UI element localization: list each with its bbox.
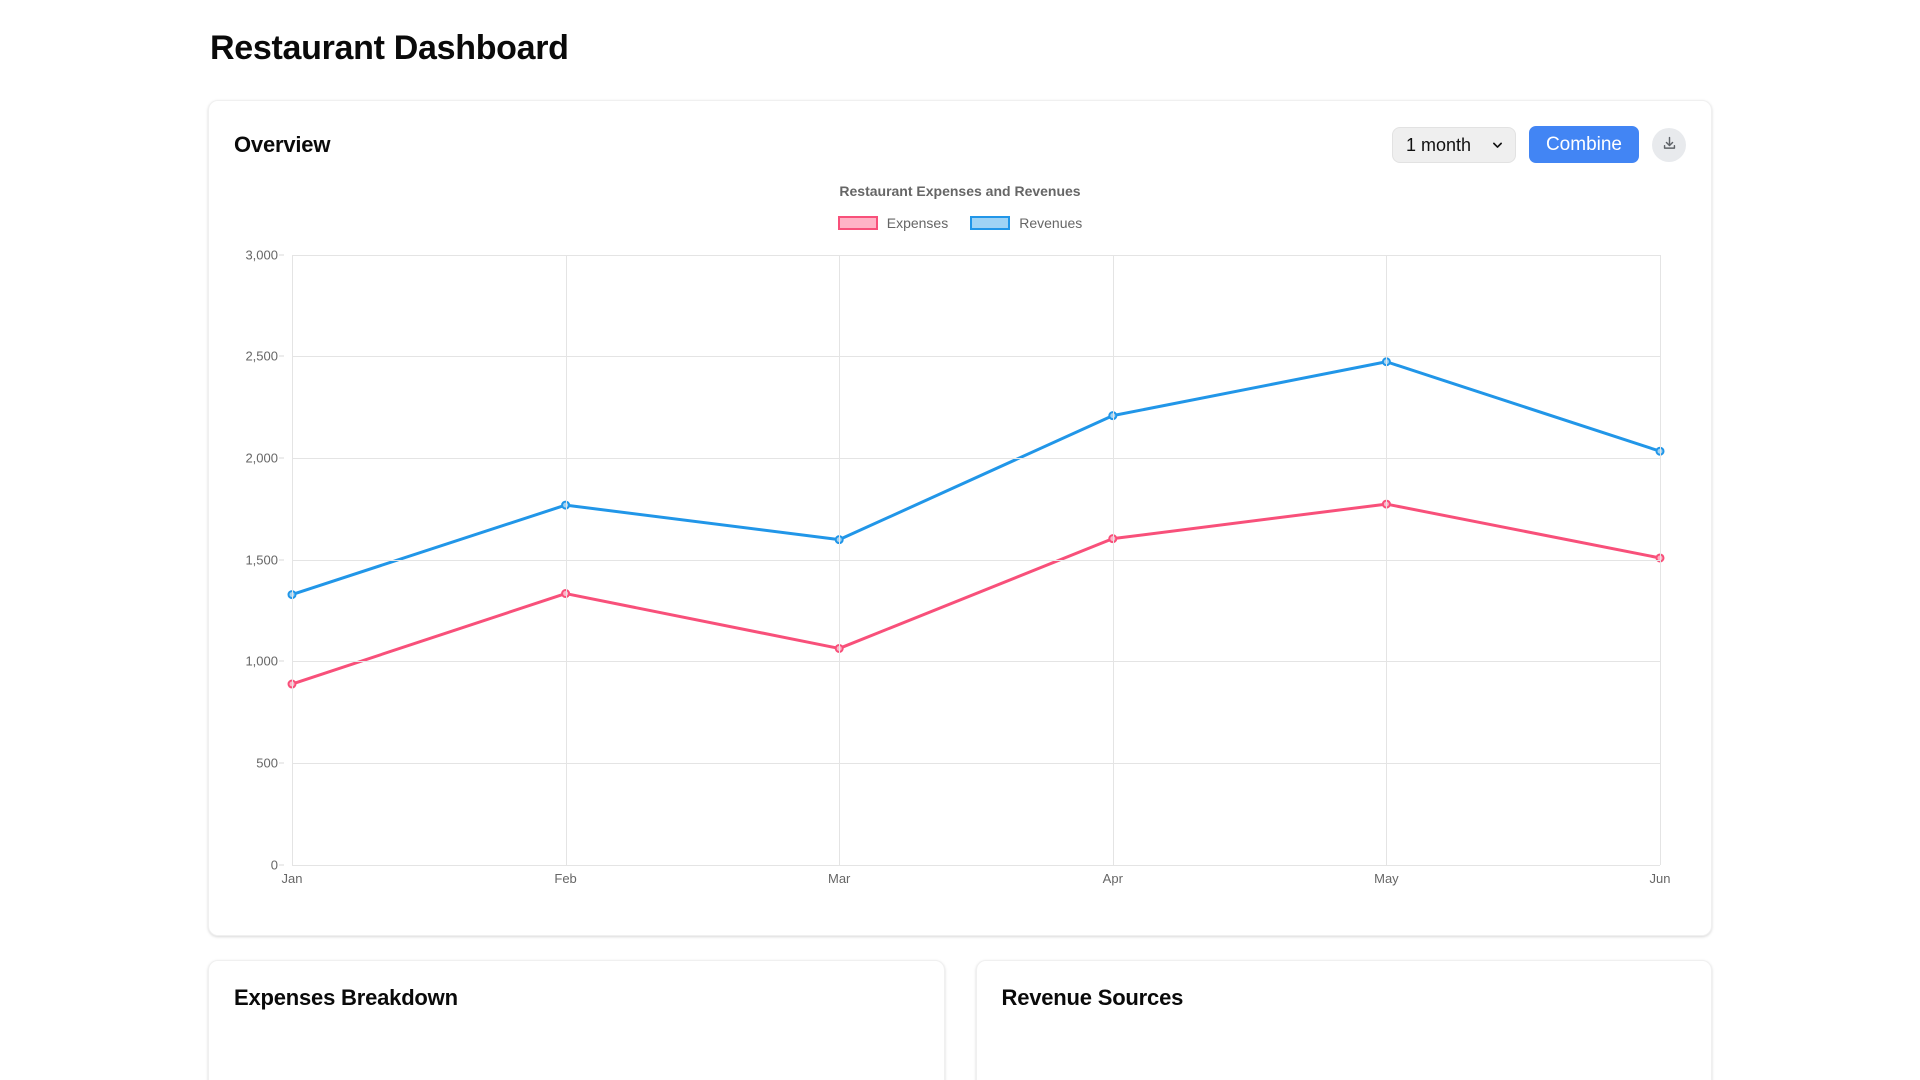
gridline-vertical (1112, 254, 1114, 865)
bottom-cards-row: Expenses Breakdown Revenue Sources (208, 959, 1712, 1080)
chart-legend: Expenses Revenues (234, 215, 1686, 231)
expenses-breakdown-card: Expenses Breakdown (208, 959, 945, 1080)
gridline-vertical (565, 254, 567, 865)
y-axis-tick-label: 500 (256, 755, 278, 771)
x-axis-tick-label: Mar (827, 870, 851, 886)
chart-plot (287, 254, 1665, 866)
combine-button[interactable]: Combine (1528, 126, 1639, 164)
gridline-horizontal (292, 254, 1660, 256)
x-axis: Jan Feb Mar Apr May Jun (282, 870, 1671, 897)
period-select-wrapper: 1 month (1391, 126, 1516, 163)
y-axis-tick-label: 2,500 (245, 348, 278, 364)
x-axis-tick-label: Feb (554, 870, 577, 886)
gridline-vertical (1660, 254, 1661, 865)
chart-container: Restaurant Expenses and Revenues Expense… (234, 183, 1686, 905)
y-axis-tick-label: 1,500 (245, 552, 278, 568)
legend-swatch (970, 215, 1011, 230)
gridline-horizontal (292, 458, 1660, 460)
overview-card: Overview 1 month Combine (208, 99, 1712, 936)
y-axis-tick (279, 559, 284, 561)
x-axis-tick-label: Jan (281, 870, 303, 886)
gridline-vertical (292, 254, 293, 865)
y-axis-tick-label: 1,000 (245, 653, 278, 669)
legend-item-expenses[interactable]: Expenses (837, 214, 949, 231)
revenue-sources-card: Revenue Sources (975, 959, 1712, 1080)
y-axis-tick-label: 2,000 (245, 450, 278, 466)
y-axis-tick (279, 660, 284, 662)
x-axis-tick-label: Apr (1102, 870, 1123, 886)
legend-swatch (837, 215, 878, 230)
gridline-horizontal (292, 661, 1660, 663)
legend-label: Expenses (886, 214, 949, 231)
y-axis-tick-label: 3,000 (245, 247, 278, 263)
gridline-vertical (1386, 254, 1388, 865)
y-axis-tick (279, 355, 284, 357)
gridline-horizontal (292, 763, 1660, 765)
chart-title: Restaurant Expenses and Revenues (839, 182, 1081, 199)
y-axis-tick-label: 0 (270, 857, 278, 873)
overview-card-header: Overview 1 month Combine (234, 123, 1686, 167)
revenue-sources-title: Revenue Sources (1001, 984, 1184, 1010)
gridline-horizontal (292, 559, 1660, 561)
series-line-expenses (290, 502, 1662, 686)
legend-item-revenues[interactable]: Revenues (970, 215, 1082, 231)
period-select[interactable]: 1 month (1391, 126, 1516, 163)
gridline-horizontal (292, 356, 1660, 358)
x-axis-tick-label: May (1374, 870, 1399, 886)
series-line-revenues (290, 360, 1662, 596)
x-axis-tick-label: Jun (1649, 870, 1671, 886)
overview-toolbar: 1 month Combine (1391, 126, 1686, 164)
overview-title: Overview (234, 131, 331, 157)
chart-plot-area: 0 500 1,000 1,500 2,000 2,500 3,000 Jan Feb Mar A… (234, 245, 1686, 905)
download-button[interactable] (1652, 127, 1686, 162)
y-axis-tick (279, 457, 284, 459)
y-axis: 0 500 1,000 1,500 2,000 2,500 3,000 (234, 247, 284, 872)
gridline-vertical (839, 254, 841, 865)
y-axis-tick (279, 762, 284, 764)
y-axis-tick (279, 864, 284, 866)
legend-label: Revenues (1019, 214, 1083, 231)
y-axis-tick (279, 254, 284, 256)
gridline-horizontal (292, 864, 1660, 866)
download-icon (1661, 135, 1678, 155)
expenses-breakdown-title: Expenses Breakdown (234, 984, 458, 1010)
page-title: Restaurant Dashboard (210, 29, 569, 67)
